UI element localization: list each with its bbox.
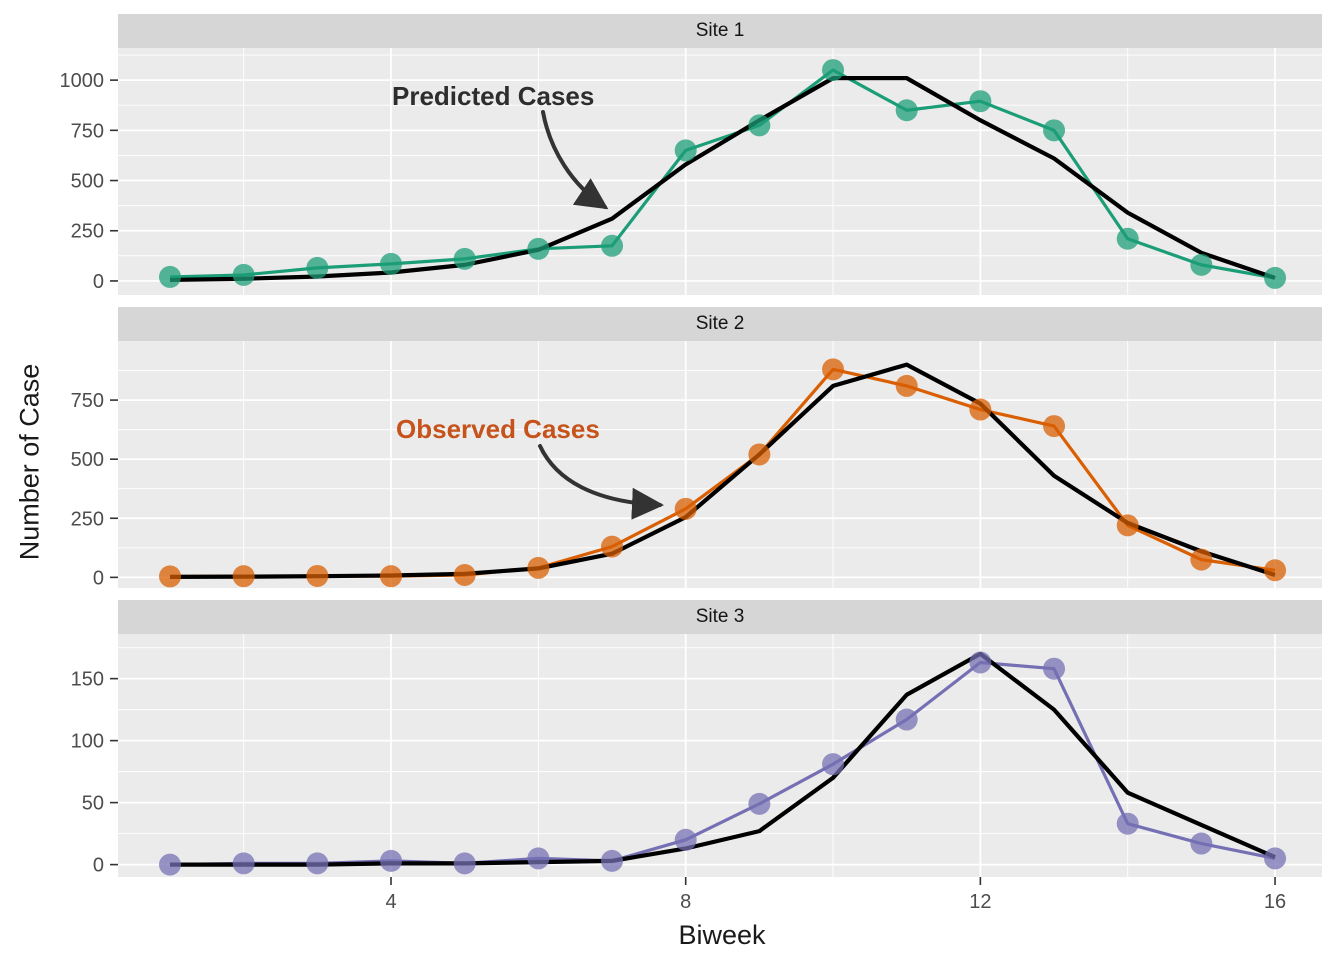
observed-data-point [1116,812,1139,835]
observed-data-point [822,358,845,381]
observed-data-point [306,564,329,587]
observed-data-point [232,565,255,588]
observed-data-point [895,99,918,122]
observed-data-point [232,852,255,875]
observed-data-point [674,828,697,851]
y-tick-label: 100 [71,731,104,753]
observed-data-point [306,852,329,875]
y-tick-label: 500 [71,171,104,193]
predicted-annotation-arrow [541,110,609,210]
x-tick-label: 16 [1264,891,1286,913]
observed-data-point [748,114,771,137]
observed-data-point [1264,847,1287,870]
observed-data-point [822,753,845,776]
y-tick-label: 50 [82,793,104,815]
predicted-line [169,76,1276,283]
observed-data-point [159,853,181,876]
predicted-line [170,651,1276,867]
y-tick-label: 0 [93,855,104,877]
x-tick-label: 4 [385,891,396,913]
observed-data-point [748,792,771,815]
observed-data-point [822,59,845,82]
observed-data-point [601,234,624,257]
y-tick-label: 250 [71,221,104,243]
observed-annotation-arrow [538,444,664,520]
observed-data-point [380,849,403,872]
observed-data-point [453,852,476,875]
observed-data-point [1043,119,1066,142]
observed-data-point [748,443,771,466]
y-tick-label: 250 [71,508,104,530]
observed-data-point [232,263,255,286]
observed-data-point [895,374,918,397]
observed-data-point [527,556,550,579]
observed-data-point [380,565,403,588]
observed-data-point [159,565,181,588]
observed-data-point [527,847,550,870]
observed-data-point [1190,253,1213,276]
y-tick-label: 0 [93,271,104,293]
observed-data-point [601,535,624,558]
y-tick-label: 150 [71,669,104,691]
y-tick-label: 750 [71,390,104,412]
observed-data-point [1043,415,1066,438]
observed-data-point [601,849,624,872]
observed-data-point [453,564,476,586]
panel-background [118,341,1322,588]
panel-2: 0 250 500 750 [71,341,1322,589]
observed-data-point [380,252,403,275]
x-tick-label: 12 [969,891,991,913]
observed-data-point [969,90,992,113]
observed-data-point [895,708,918,731]
observed-data-point [1043,657,1066,680]
panel-background [118,634,1322,877]
panel-background [118,48,1322,295]
panel-3: 0 50 100 150 [71,634,1322,877]
observed-data-point [1190,548,1213,571]
x-tick-label: 8 [680,891,691,913]
predicted-line [169,362,1276,579]
observed-data-point [306,256,329,279]
observed-data-point [674,139,697,162]
y-tick-label: 750 [71,120,104,142]
y-tick-label: 500 [71,449,104,471]
y-tick-label: 1000 [60,70,105,92]
annotation-arrows [538,110,664,520]
observed-data-point [527,237,550,260]
y-tick-label: 0 [93,567,104,589]
observed-data-point [159,265,181,288]
panel-1: 0 250 500 750 1000 [60,48,1322,295]
observed-data-point [1264,559,1287,582]
observed-data-point [1116,514,1139,537]
observed-data-point [969,398,992,421]
observed-data-point [674,497,697,520]
observed-data-point [1116,227,1139,250]
observed-data-point [969,651,992,674]
observed-data-point [1190,832,1213,855]
x-axis: 4 8 12 16 [385,877,1286,913]
observed-data-point [1264,266,1287,289]
observed-data-point [453,247,476,270]
